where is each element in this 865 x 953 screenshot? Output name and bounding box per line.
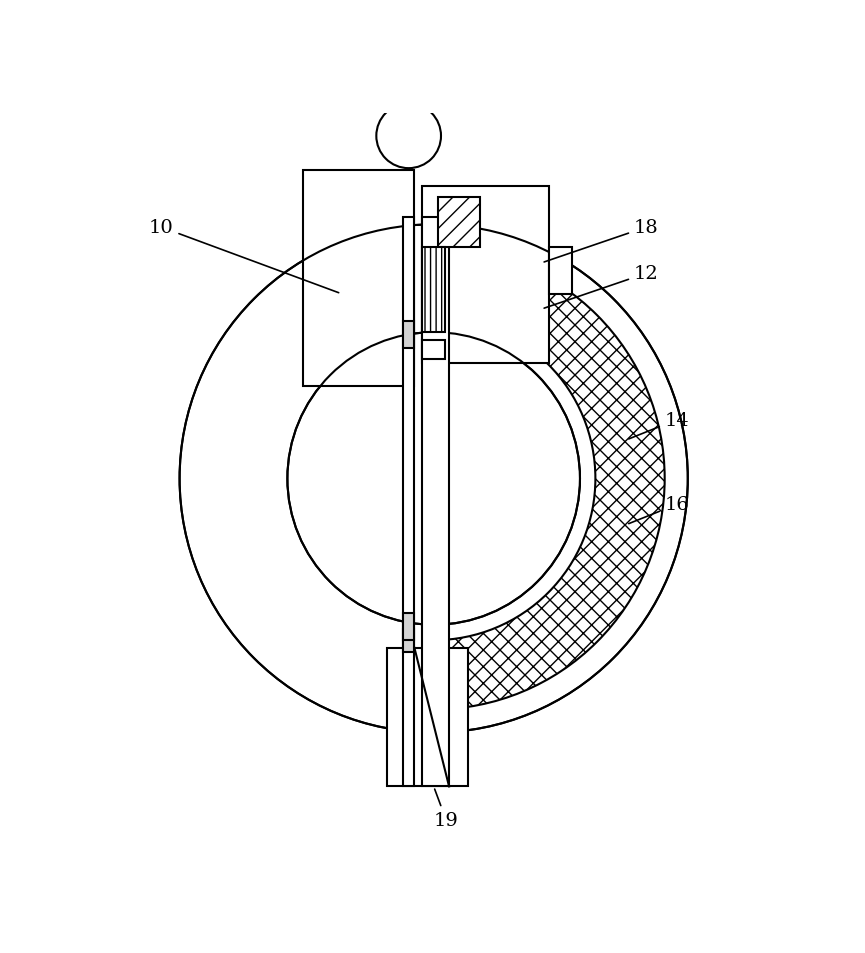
- Bar: [438, 198, 480, 248]
- Text: 12: 12: [544, 265, 658, 309]
- Wedge shape: [180, 225, 433, 733]
- Wedge shape: [433, 225, 688, 733]
- Bar: [422, 217, 449, 786]
- Bar: [303, 172, 414, 387]
- Text: 14: 14: [629, 411, 689, 439]
- Text: 16: 16: [629, 496, 689, 524]
- Bar: [388, 648, 468, 786]
- Bar: [403, 629, 414, 652]
- Bar: [422, 187, 549, 364]
- Bar: [403, 614, 414, 640]
- Circle shape: [376, 105, 441, 169]
- Bar: [549, 248, 573, 294]
- Bar: [403, 217, 414, 786]
- Bar: [422, 340, 445, 359]
- Text: 10: 10: [149, 219, 339, 294]
- Bar: [403, 321, 414, 348]
- Bar: [422, 248, 445, 333]
- Wedge shape: [433, 248, 664, 710]
- Text: 19: 19: [433, 789, 458, 829]
- Text: 18: 18: [544, 219, 658, 263]
